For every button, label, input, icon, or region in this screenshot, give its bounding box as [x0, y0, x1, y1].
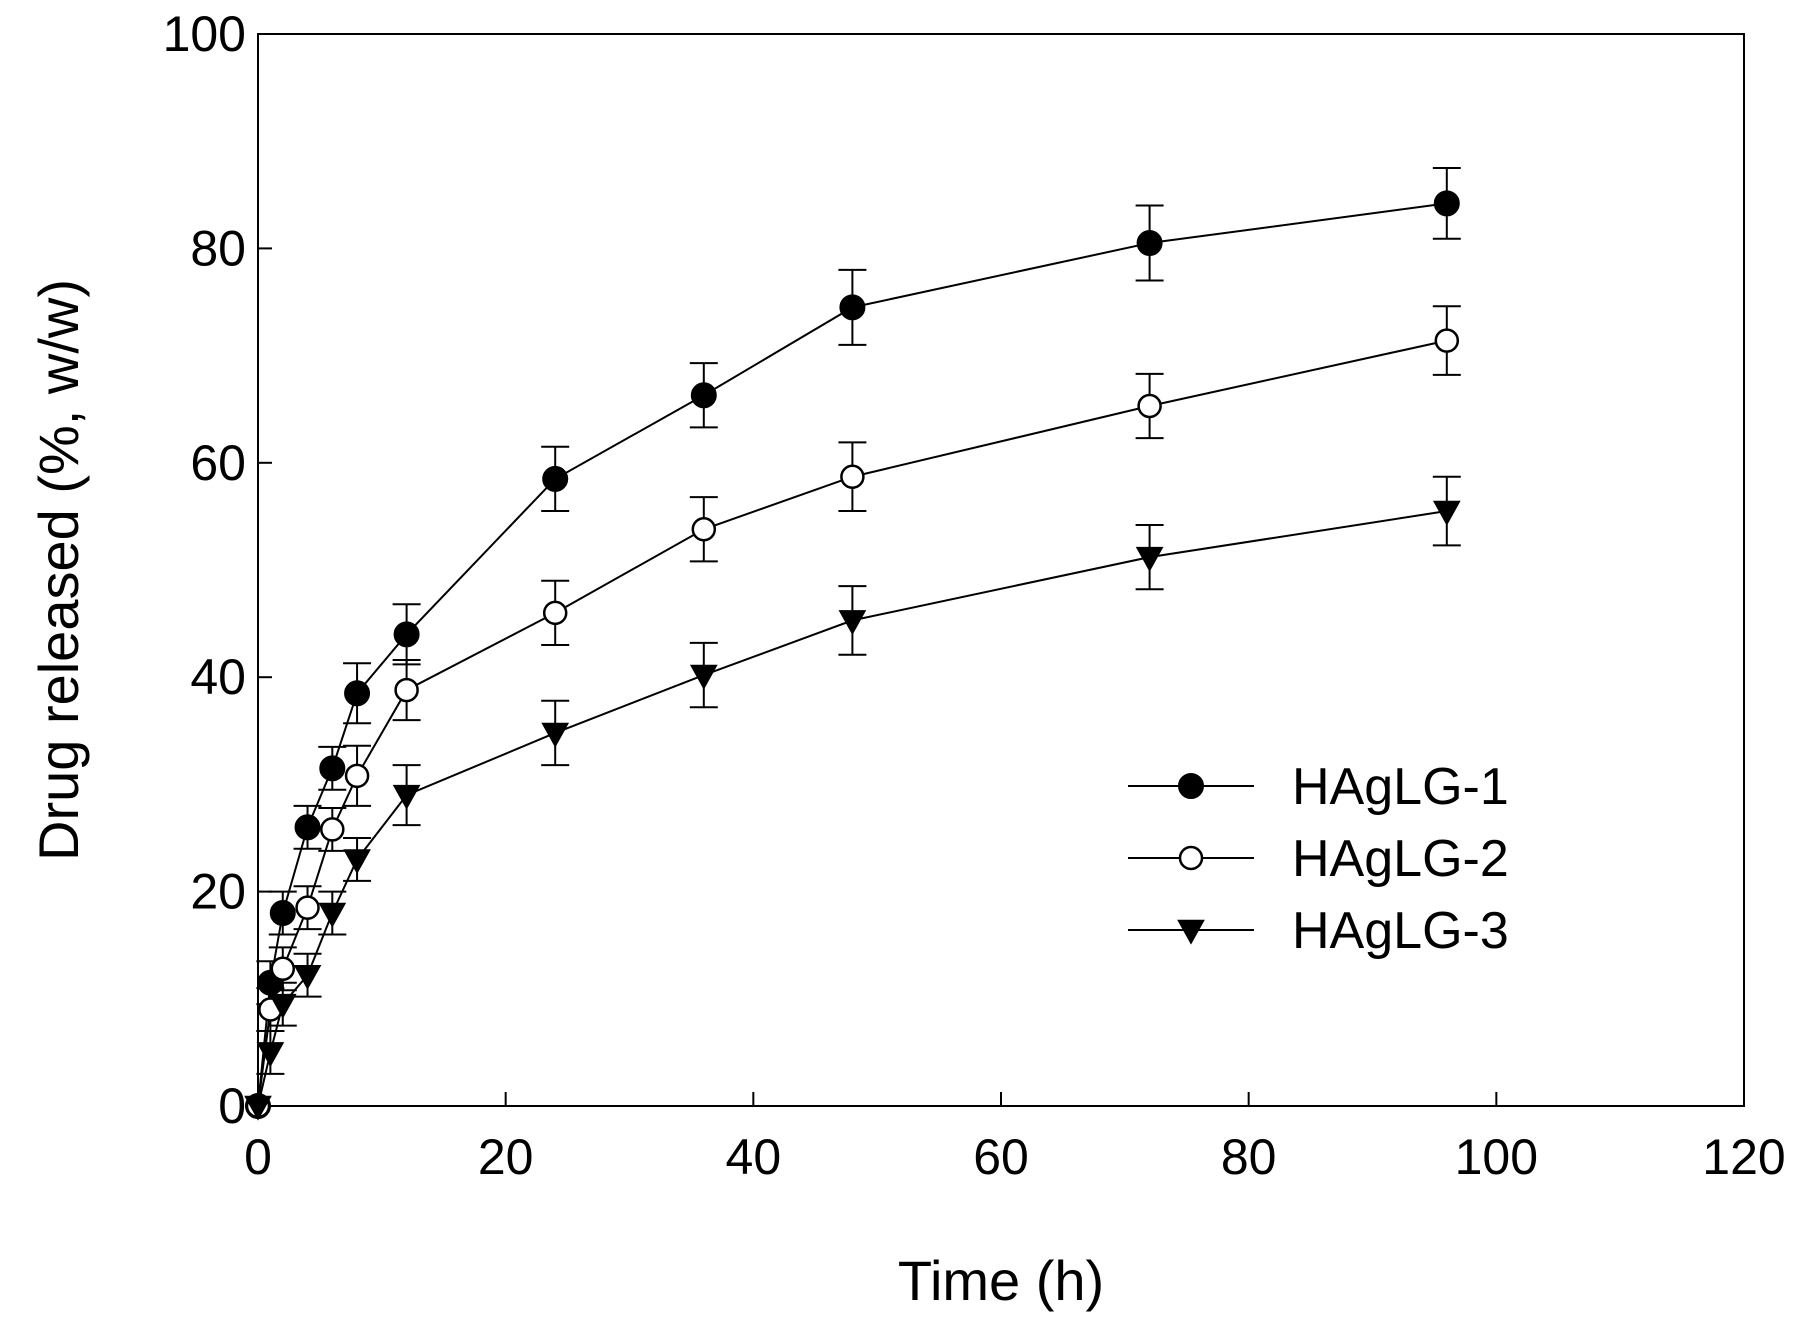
data-point: [256, 1042, 285, 1068]
data-point: [318, 902, 347, 928]
data-point: [244, 1095, 272, 1121]
x-tick-label: 20: [478, 1129, 534, 1185]
data-point: [839, 294, 866, 321]
data-point: [268, 993, 297, 1019]
plot-frame: [257, 33, 1745, 1107]
data-point: [294, 814, 321, 841]
x-axis-title: Time (h): [898, 1249, 1104, 1312]
x-tick-label: 120: [1702, 1129, 1785, 1185]
x-tick-label: 100: [1455, 1129, 1538, 1185]
x-tick-label: 40: [726, 1129, 782, 1185]
data-point: [689, 664, 718, 690]
y-tick-label: 100: [163, 6, 246, 62]
data-point: [319, 755, 346, 782]
data-point: [394, 677, 419, 703]
data-point: [542, 465, 569, 492]
data-point: [691, 517, 717, 542]
data-point: [1432, 500, 1461, 526]
legend-item: HAgLG-3: [1128, 902, 1509, 960]
data-point: [270, 956, 296, 982]
legend-marker: [1177, 919, 1205, 945]
y-axis: 0 20 40 60 80 100: [163, 6, 272, 1134]
series-layer: [244, 167, 1461, 1121]
data-point: [293, 964, 322, 990]
data-point: [1433, 190, 1460, 217]
data-point: [1135, 546, 1164, 572]
legend-item: HAgLG-1: [1128, 758, 1509, 816]
legend: HAgLG-1 HAgLG-2 HAgLG-3: [1128, 758, 1509, 960]
data-point: [392, 784, 421, 810]
data-point: [343, 849, 371, 875]
data-point: [393, 621, 420, 648]
legend-label: HAgLG-1: [1292, 758, 1509, 816]
y-axis-title: Drug released (%, w/w): [27, 279, 90, 861]
y-tick-label: 80: [190, 220, 246, 276]
data-point: [1434, 328, 1460, 353]
x-tick-label: 80: [1221, 1129, 1277, 1185]
x-axis: 0 20 40 60 80 100 120: [244, 1092, 1786, 1185]
x-tick-label: 0: [244, 1129, 272, 1185]
data-point: [295, 895, 320, 920]
y-tick-label: 0: [218, 1078, 246, 1134]
legend-label: HAgLG-3: [1292, 902, 1509, 960]
series-haglg-3: [244, 475, 1461, 1121]
series-haglg-1: [245, 167, 1461, 1119]
data-point: [690, 382, 717, 409]
data-point: [1137, 393, 1162, 419]
data-point: [542, 600, 568, 626]
data-point: [838, 610, 867, 636]
data-point: [1136, 230, 1163, 257]
data-point: [344, 763, 370, 789]
data-point: [840, 464, 865, 489]
legend-item: HAgLG-2: [1128, 830, 1509, 888]
data-point: [320, 817, 345, 842]
y-tick-label: 40: [190, 649, 246, 705]
y-tick-label: 20: [190, 864, 246, 920]
data-point: [269, 900, 296, 927]
legend-marker: [1178, 773, 1204, 799]
data-point: [344, 680, 371, 707]
legend-label: HAgLG-2: [1292, 830, 1509, 888]
legend-marker: [1178, 845, 1204, 871]
data-point: [541, 722, 570, 748]
series-haglg-2: [245, 305, 1461, 1119]
y-tick-label: 60: [190, 435, 246, 491]
x-tick-label: 60: [973, 1129, 1029, 1185]
